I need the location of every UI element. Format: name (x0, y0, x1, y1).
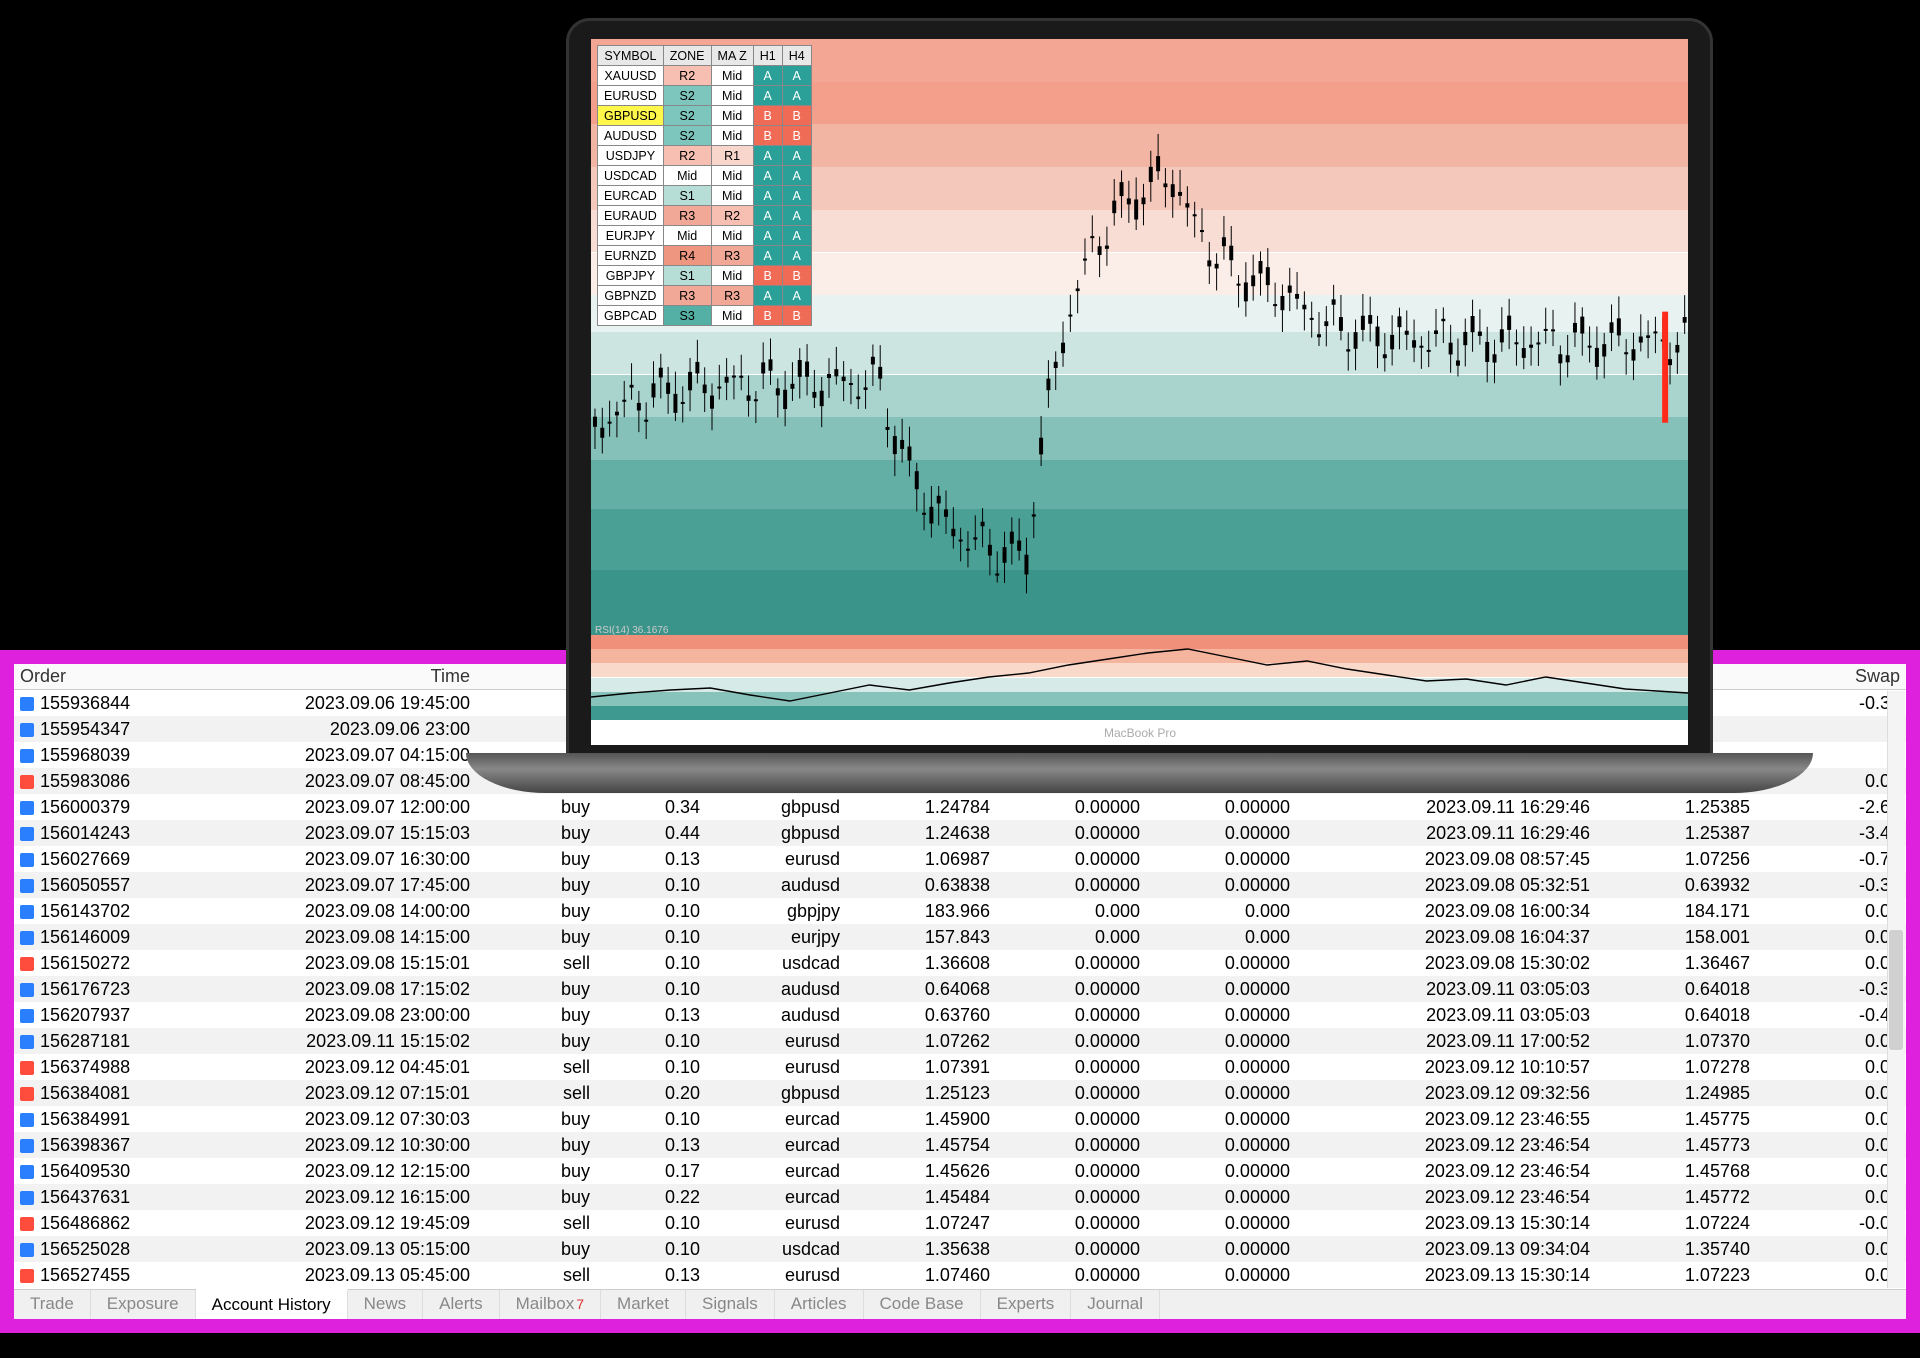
order-icon (20, 957, 34, 971)
history-row[interactable]: 1562871812023.09.11 15:15:02buy0.10eurus… (14, 1028, 1906, 1054)
symtab-row[interactable]: USDJPY R2 R1 A A (598, 146, 812, 166)
history-row[interactable]: 1561460092023.09.08 14:15:00buy0.10eurjp… (14, 924, 1906, 950)
history-row[interactable]: 1561767232023.09.08 17:15:02buy0.10audus… (14, 976, 1906, 1002)
scroll-thumb[interactable] (1889, 930, 1903, 1050)
symtab-row[interactable]: GBPUSD S2 Mid B B (598, 106, 812, 126)
order-icon (20, 1087, 34, 1101)
order-icon (20, 749, 34, 763)
tab-market[interactable]: Market (601, 1290, 686, 1319)
laptop-screen: RSI(14) 36.1676 SYMBOLZONEMA ZH1H4 XAUUS… (591, 39, 1688, 745)
order-icon (20, 775, 34, 789)
symtab-row[interactable]: EURAUD R3 R2 A A (598, 206, 812, 226)
mailbox-badge: 7 (576, 1296, 584, 1312)
history-row[interactable]: 1560003792023.09.07 12:00:00buy0.34gbpus… (14, 794, 1906, 820)
symtab-row[interactable]: AUDUSD S2 Mid B B (598, 126, 812, 146)
tab-code-base[interactable]: Code Base (864, 1290, 981, 1319)
order-icon (20, 1165, 34, 1179)
history-row[interactable]: 1560276692023.09.07 16:30:00buy0.13eurus… (14, 846, 1906, 872)
tab-alerts[interactable]: Alerts (423, 1290, 499, 1319)
order-icon (20, 905, 34, 919)
history-row[interactable]: 1561502722023.09.08 15:15:01sell0.10usdc… (14, 950, 1906, 976)
history-row[interactable]: 1563983672023.09.12 10:30:00buy0.13eurca… (14, 1132, 1906, 1158)
symtab-row[interactable]: EURJPY Mid Mid A A (598, 226, 812, 246)
history-row[interactable]: 1562079372023.09.08 23:00:00buy0.13audus… (14, 1002, 1906, 1028)
order-icon (20, 1269, 34, 1283)
order-icon (20, 1191, 34, 1205)
order-icon (20, 1009, 34, 1023)
scrollbar-vertical[interactable] (1887, 691, 1905, 1288)
order-icon (20, 1113, 34, 1127)
history-row[interactable]: 1565274552023.09.13 05:45:00sell0.13euru… (14, 1262, 1906, 1288)
tab-exposure[interactable]: Exposure (91, 1290, 196, 1319)
symtab-head[interactable]: ZONE (663, 46, 711, 66)
rsi-oscillator[interactable] (591, 635, 1688, 720)
laptop-frame: RSI(14) 36.1676 SYMBOLZONEMA ZH1H4 XAUUS… (566, 18, 1713, 758)
symtab-row[interactable]: GBPNZD R3 R3 A A (598, 286, 812, 306)
symtab-head[interactable]: H4 (782, 46, 811, 66)
history-row[interactable]: 1565250282023.09.13 05:15:00buy0.10usdca… (14, 1236, 1906, 1262)
history-row[interactable]: 1560505572023.09.07 17:45:00buy0.10audus… (14, 872, 1906, 898)
device-label: MacBook Pro (1053, 722, 1227, 744)
tab-account-history[interactable]: Account History (196, 1289, 348, 1319)
history-row[interactable]: 1560142432023.09.07 15:15:03buy0.44gbpus… (14, 820, 1906, 846)
order-icon (20, 801, 34, 815)
tab-articles[interactable]: Articles (775, 1290, 864, 1319)
history-row[interactable]: 1564376312023.09.12 16:15:00buy0.22eurca… (14, 1184, 1906, 1210)
symtab-head[interactable]: SYMBOL (598, 46, 664, 66)
col-order[interactable]: Order (20, 666, 200, 687)
order-icon (20, 1243, 34, 1257)
order-icon (20, 723, 34, 737)
symtab-row[interactable]: XAUUSD R2 Mid A A (598, 66, 812, 86)
col-profit[interactable]: Profit (1900, 666, 1920, 687)
order-icon (20, 853, 34, 867)
bottom-tabs: TradeExposureAccount HistoryNewsAlertsMa… (14, 1289, 1906, 1319)
symtab-row[interactable]: EURNZD R4 R3 A A (598, 246, 812, 266)
symtab-row[interactable]: USDCAD Mid Mid A A (598, 166, 812, 186)
tab-mailbox[interactable]: Mailbox7 (500, 1290, 601, 1319)
symtab-head[interactable]: MA Z (711, 46, 753, 66)
history-row[interactable]: 1563849912023.09.12 07:30:03buy0.10eurca… (14, 1106, 1906, 1132)
order-icon (20, 827, 34, 841)
col-time[interactable]: Time (200, 666, 470, 687)
order-icon (20, 983, 34, 997)
order-icon (20, 1139, 34, 1153)
history-row[interactable]: 1561437022023.09.08 14:00:00buy0.10gbpjp… (14, 898, 1906, 924)
history-row[interactable]: 1564868622023.09.12 19:45:09sell0.10euru… (14, 1210, 1906, 1236)
chart[interactable]: RSI(14) 36.1676 SYMBOLZONEMA ZH1H4 XAUUS… (591, 39, 1688, 745)
symtab-row[interactable]: GBPJPY S1 Mid B B (598, 266, 812, 286)
col-swap[interactable]: Swap (1750, 666, 1900, 687)
symtab-row[interactable]: EURUSD S2 Mid A A (598, 86, 812, 106)
order-icon (20, 931, 34, 945)
order-icon (20, 1035, 34, 1049)
tab-signals[interactable]: Signals (686, 1290, 775, 1319)
symtab-row[interactable]: EURCAD S1 Mid A A (598, 186, 812, 206)
laptop-base (466, 753, 1813, 793)
order-icon (20, 1217, 34, 1231)
history-row[interactable]: 1563840812023.09.12 07:15:01sell0.20gbpu… (14, 1080, 1906, 1106)
symbol-zone-table[interactable]: SYMBOLZONEMA ZH1H4 XAUUSD R2 Mid A A EUR… (597, 45, 812, 326)
tab-trade[interactable]: Trade (14, 1290, 91, 1319)
history-row[interactable]: 1563749882023.09.12 04:45:01sell0.10euru… (14, 1054, 1906, 1080)
order-icon (20, 879, 34, 893)
tab-journal[interactable]: Journal (1071, 1290, 1160, 1319)
tab-news[interactable]: News (348, 1290, 424, 1319)
order-icon (20, 1061, 34, 1075)
tab-experts[interactable]: Experts (981, 1290, 1072, 1319)
symtab-row[interactable]: GBPCAD S3 Mid B B (598, 306, 812, 326)
order-icon (20, 697, 34, 711)
symtab-head[interactable]: H1 (753, 46, 782, 66)
history-row[interactable]: 1564095302023.09.12 12:15:00buy0.17eurca… (14, 1158, 1906, 1184)
